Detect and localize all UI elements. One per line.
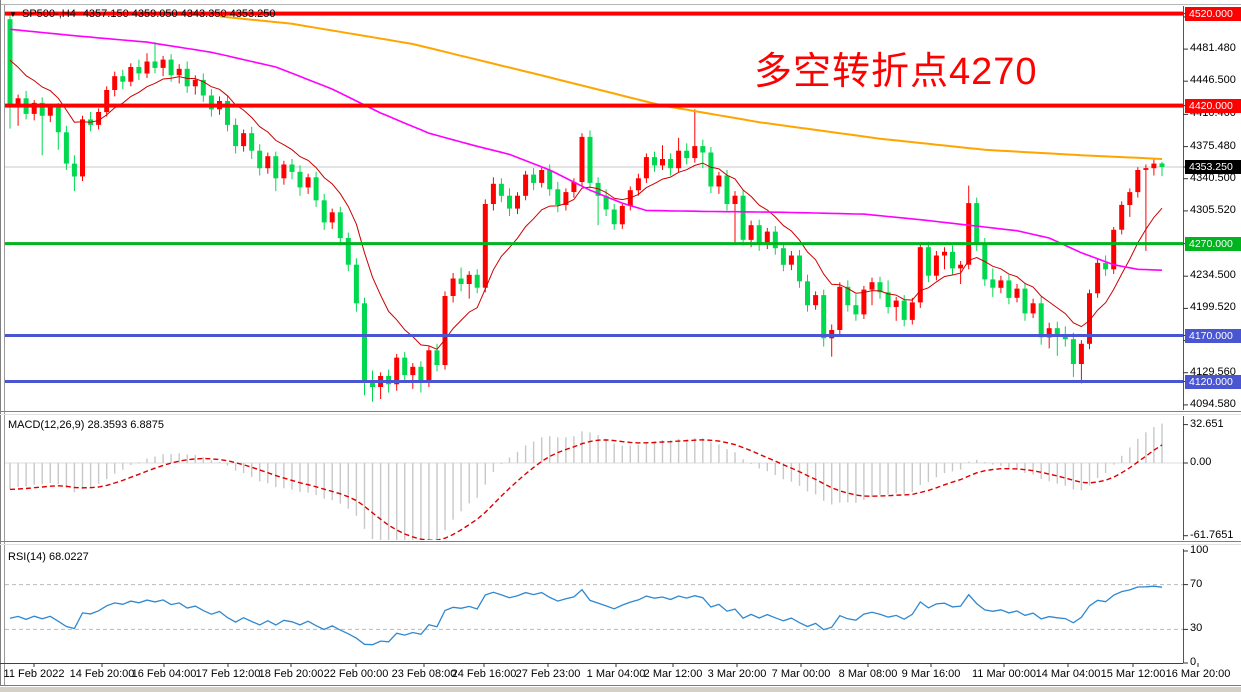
price-axis-label: 4094.580 — [1190, 397, 1236, 410]
price-axis-label: 4340.500 — [1190, 171, 1236, 184]
macd-indicator-label: MACD(12,26,9) 28.3593 6.8875 — [8, 419, 164, 431]
date-label: 1 Mar 04:00 — [586, 668, 646, 680]
date-label: 15 Mar 12:00 — [1100, 668, 1166, 680]
rsi-axis-label: 100 — [1190, 544, 1209, 556]
annotation-text[interactable]: 多空转折点4270 — [754, 51, 1038, 93]
date-label: 8 Mar 08:00 — [838, 668, 898, 680]
price-axis-label: 4375.480 — [1190, 139, 1236, 152]
date-label: 18 Feb 20:00 — [258, 668, 324, 680]
rsi-axis-label: 30 — [1190, 622, 1203, 635]
date-label: 24 Feb 16:00 — [451, 668, 517, 680]
date-label: 3 Mar 20:00 — [707, 668, 767, 680]
ohlc-values-label: 4357.150 4359.050 4343.350 4353.250 — [82, 8, 276, 20]
date-label: 7 Mar 00:00 — [771, 668, 831, 680]
macd-axis-label: -61.7651 — [1190, 528, 1234, 541]
symbol-period-label: SP500-,H4 — [22, 8, 76, 20]
arrow-marker-icon: ▼ — [9, 10, 17, 19]
date-label: 16 Feb 04:00 — [131, 668, 197, 680]
date-label: 17 Feb 12:00 — [195, 668, 261, 680]
price-badge: 4420.000 — [1185, 98, 1241, 113]
date-label: 23 Feb 08:00 — [391, 668, 457, 680]
rsi-axis-label: 0 — [1190, 656, 1197, 668]
date-label: 16 Mar 20:00 — [1165, 668, 1231, 680]
macd-axis-label: 0.00 — [1190, 456, 1212, 468]
date-label: 14 Mar 04:00 — [1035, 668, 1101, 680]
price-axis-label: 4234.500 — [1190, 269, 1236, 282]
price-badge: 4170.000 — [1185, 328, 1241, 343]
price-badge: 4270.000 — [1185, 236, 1241, 251]
price-axis-label: 4481.480 — [1190, 42, 1236, 55]
rsi-indicator-label: RSI(14) 68.0227 — [8, 551, 89, 563]
chart-title: SP500-,H4 4357.150 4359.050 4343.350 4353… — [22, 8, 283, 21]
macd-axis-label: 32.651 — [1190, 417, 1224, 430]
window-bottom-border — [0, 685, 1241, 692]
rsi-axis-label: 70 — [1190, 577, 1203, 590]
price-axis-label: 4446.500 — [1190, 74, 1236, 87]
date-label: 14 Feb 20:00 — [69, 668, 135, 680]
date-label: 11 Mar 00:00 — [971, 668, 1037, 680]
date-label: 11 Feb 2022 — [3, 668, 65, 680]
date-label: 22 Feb 00:00 — [323, 668, 389, 680]
date-label: 27 Feb 23:00 — [515, 668, 581, 680]
price-badge: 4520.000 — [1185, 6, 1241, 21]
price-badge: 4353.250 — [1185, 160, 1241, 174]
price-axis-label: 4305.520 — [1190, 203, 1236, 216]
price-axis-label: 4199.520 — [1190, 301, 1236, 314]
price-badge: 4120.000 — [1185, 374, 1241, 389]
date-label: 9 Mar 16:00 — [901, 668, 961, 680]
date-label: 2 Mar 12:00 — [643, 668, 703, 680]
